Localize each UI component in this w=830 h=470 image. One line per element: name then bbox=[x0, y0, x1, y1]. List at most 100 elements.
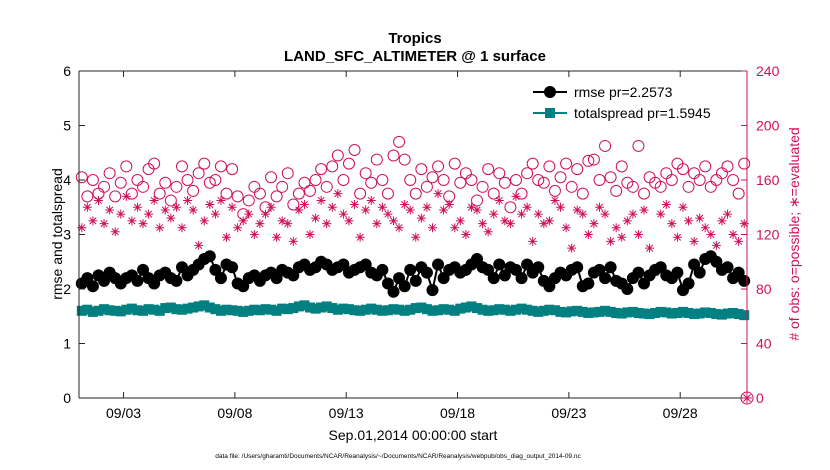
possible-obs-point bbox=[231, 190, 244, 203]
evaluated-obs-point bbox=[394, 223, 404, 233]
rmse-point bbox=[398, 280, 411, 293]
possible-obs-point bbox=[654, 180, 667, 193]
totalspread-point bbox=[583, 307, 594, 318]
possible-obs-point bbox=[203, 176, 216, 189]
y-tick-label: 4 bbox=[63, 172, 71, 188]
totalspread-point bbox=[611, 307, 622, 318]
totalspread-point bbox=[410, 303, 421, 314]
evaluated-obs-point bbox=[82, 202, 92, 212]
possible-obs-series bbox=[75, 135, 751, 221]
totalspread-point bbox=[722, 308, 733, 319]
evaluated-obs-point bbox=[366, 195, 376, 205]
totalspread-point bbox=[433, 305, 444, 316]
totalspread-point bbox=[555, 306, 566, 317]
rmse-point bbox=[376, 263, 389, 276]
possible-obs-point bbox=[415, 163, 428, 176]
rmse-point bbox=[721, 261, 734, 274]
possible-obs-point bbox=[487, 187, 500, 200]
possible-obs-point bbox=[599, 139, 612, 152]
evaluated-obs-point bbox=[160, 205, 170, 215]
evaluated-obs-point bbox=[600, 209, 610, 219]
possible-obs-point bbox=[109, 190, 122, 203]
rmse-point bbox=[170, 274, 183, 287]
y-tick-label: 6 bbox=[63, 63, 71, 79]
possible-obs-point bbox=[98, 180, 111, 193]
possible-obs-point bbox=[426, 171, 439, 184]
evaluated-obs-point bbox=[294, 205, 304, 215]
totalspread-point bbox=[600, 305, 611, 316]
totalspread-point bbox=[243, 305, 254, 316]
evaluated-obs-point bbox=[132, 202, 142, 212]
possible-obs-point bbox=[615, 160, 628, 173]
possible-obs-point bbox=[721, 160, 734, 173]
y2-tick-label: 240 bbox=[756, 63, 780, 79]
totalspread-point bbox=[505, 305, 516, 316]
totalspread-point bbox=[405, 304, 416, 315]
totalspread-point bbox=[538, 305, 549, 316]
totalspread-point bbox=[739, 310, 750, 321]
evaluated-obs-point bbox=[205, 200, 215, 210]
possible-obs-point bbox=[320, 180, 333, 193]
totalspread-point bbox=[449, 305, 460, 316]
totalspread-point bbox=[700, 307, 711, 318]
evaluated-obs-point bbox=[628, 209, 638, 219]
totalspread-point bbox=[299, 300, 310, 311]
evaluated-obs-point bbox=[539, 219, 549, 229]
y2-tick-label: 80 bbox=[756, 281, 772, 297]
evaluated-obs-point bbox=[105, 205, 115, 215]
totalspread-point bbox=[371, 304, 382, 315]
x-tick-label: 09/28 bbox=[663, 405, 698, 421]
possible-obs-point bbox=[532, 174, 545, 186]
totalspread-point bbox=[349, 305, 360, 316]
totalspread-point bbox=[327, 303, 338, 314]
possible-obs-point bbox=[521, 167, 534, 180]
evaluated-obs-point bbox=[611, 223, 621, 233]
possible-obs-point bbox=[298, 176, 311, 189]
totalspread-point bbox=[388, 304, 399, 315]
totalspread-point bbox=[483, 305, 494, 316]
evaluated-obs-point bbox=[227, 202, 237, 212]
totalspread-point bbox=[644, 309, 655, 320]
evaluated-obs-point bbox=[728, 230, 738, 239]
evaluated-obs-point bbox=[121, 191, 131, 201]
totalspread-point bbox=[266, 304, 277, 315]
totalspread-point bbox=[533, 306, 544, 317]
totalspread-point bbox=[93, 305, 104, 316]
possible-obs-point bbox=[387, 149, 400, 162]
evaluated-obs-point bbox=[684, 216, 694, 226]
totalspread-point bbox=[132, 305, 143, 316]
evaluated-obs-point bbox=[427, 223, 437, 233]
totalspread-point bbox=[549, 305, 560, 316]
evaluated-obs-point bbox=[266, 202, 276, 212]
totalspread-point bbox=[76, 305, 87, 316]
evaluated-obs-point bbox=[466, 202, 476, 212]
evaluated-obs-point bbox=[711, 240, 721, 250]
totalspread-point bbox=[305, 302, 316, 313]
totalspread-point bbox=[332, 304, 343, 315]
possible-obs-point bbox=[365, 176, 378, 189]
x-tick-label: 09/13 bbox=[329, 405, 364, 421]
evaluated-obs-series bbox=[77, 189, 749, 278]
totalspread-point bbox=[399, 305, 410, 316]
totalspread-point bbox=[616, 308, 627, 319]
possible-obs-point bbox=[281, 167, 294, 180]
totalspread-point bbox=[321, 301, 332, 312]
evaluated-obs-point bbox=[116, 209, 126, 219]
evaluated-obs-point bbox=[422, 202, 432, 212]
totalspread-point bbox=[594, 306, 605, 317]
totalspread-point bbox=[421, 304, 432, 315]
rmse-point bbox=[404, 263, 417, 276]
possible-obs-point bbox=[676, 163, 689, 176]
evaluated-obs-point bbox=[316, 195, 326, 205]
evaluated-obs-point bbox=[505, 219, 515, 229]
totalspread-point bbox=[472, 303, 483, 314]
possible-obs-point bbox=[253, 187, 266, 200]
possible-obs-point bbox=[226, 163, 239, 176]
rmse-point bbox=[86, 280, 99, 293]
totalspread-point bbox=[149, 304, 160, 315]
y-tick-label: 2 bbox=[63, 281, 71, 297]
possible-obs-point bbox=[543, 160, 556, 173]
totalspread-point bbox=[182, 303, 193, 314]
possible-obs-point bbox=[348, 144, 361, 157]
totalspread-point bbox=[572, 305, 583, 316]
